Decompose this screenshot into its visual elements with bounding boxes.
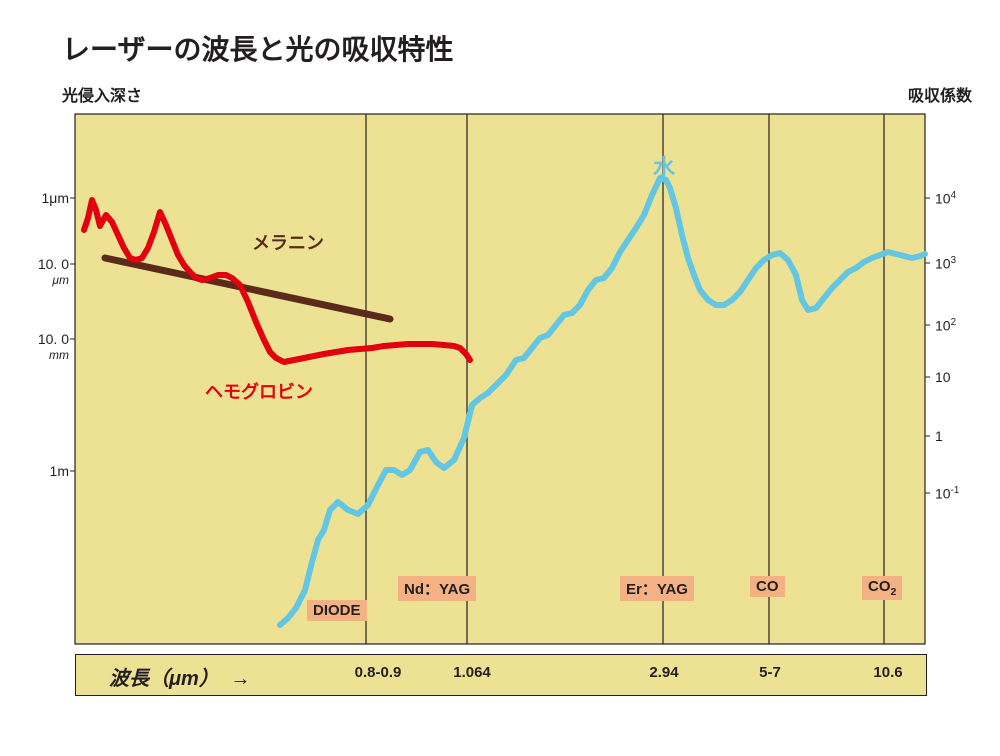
- curve-label: メラニン: [252, 229, 324, 255]
- left-tick: 10. 0: [38, 331, 69, 347]
- laser-label: Nd：YAG: [398, 576, 476, 601]
- right-tick: 10: [935, 369, 951, 385]
- left-tick: 1m: [50, 463, 69, 479]
- left-tick: mm: [49, 350, 69, 361]
- xaxis-label: 10.6: [873, 664, 902, 681]
- xaxis-label: 0.8-0.9: [355, 664, 402, 681]
- left-tick: 10. 0: [38, 256, 69, 272]
- right-tick: 10-1: [935, 485, 959, 502]
- laser-label: Er：YAG: [620, 576, 694, 601]
- laser-label: DIODE: [307, 600, 367, 621]
- laser-label: CO2: [862, 576, 902, 600]
- left-tick: μm: [52, 275, 69, 286]
- right-tick: 104: [935, 190, 956, 207]
- right-tick: 103: [935, 255, 956, 272]
- left-tick: 1μm: [41, 190, 69, 206]
- xaxis-label: 1.064: [453, 664, 491, 681]
- laser-label: CO: [750, 576, 785, 597]
- right-tick: 1: [935, 428, 943, 444]
- curve-label: ヘモグロビン: [205, 378, 313, 404]
- right-tick: 102: [935, 317, 956, 334]
- xaxis-title: 波長（μm） →: [109, 662, 250, 691]
- chart-plot: [0, 0, 1000, 756]
- arrow-right-icon: →: [230, 668, 250, 690]
- xaxis-label: 2.94: [649, 664, 678, 681]
- curve-label: 水: [653, 150, 675, 182]
- xaxis-label: 5-7: [759, 664, 781, 681]
